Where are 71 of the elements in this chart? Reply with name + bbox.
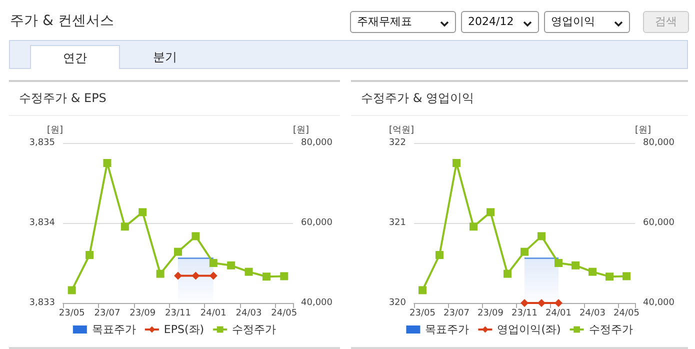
point — [486, 208, 494, 216]
point — [470, 222, 478, 231]
point — [192, 232, 200, 240]
y-tick-label: 3,835 — [29, 138, 55, 148]
y-tick-label: 3,834 — [29, 218, 56, 228]
point — [504, 270, 512, 278]
x-tick-label: 23/07 — [444, 308, 470, 318]
dropdown-field: 영업이익 — [544, 11, 630, 33]
point — [588, 268, 596, 276]
x-tick-label: 23/11 — [512, 308, 538, 318]
text: 분기 — [152, 49, 178, 66]
x-tick-label: 23/05 — [58, 308, 85, 318]
point — [103, 159, 112, 167]
point — [606, 272, 614, 281]
legend-label: 수정주가 — [232, 323, 276, 336]
dropdown-field: 주재무제표 — [350, 11, 456, 33]
y2-tick-label: 60,000 — [643, 218, 675, 228]
point — [120, 222, 129, 231]
point — [138, 208, 147, 216]
legend-label: 목표주가 — [425, 323, 470, 336]
point — [280, 272, 288, 280]
x-tick-label: 23/09 — [130, 308, 156, 318]
x-tick-label: 23/09 — [478, 308, 504, 318]
y-tick-label: 320 — [388, 298, 406, 308]
point — [554, 259, 562, 267]
point — [244, 268, 253, 276]
x-tick-label: 24/01 — [546, 308, 572, 318]
dropdown-field: 2024/12 — [461, 11, 539, 33]
text: 연간 — [30, 45, 120, 69]
y-axis-title: [원] — [46, 126, 63, 136]
chart-title: 수정주가 & 영업이익 — [351, 82, 688, 116]
point — [452, 159, 460, 167]
y-tick-label: 3,833 — [29, 298, 55, 308]
point — [68, 286, 76, 294]
chart-title: 수정주가 & EPS — [9, 82, 340, 116]
x-tick-label: 23/07 — [94, 308, 120, 318]
x-tick-label: 24/03 — [580, 308, 606, 318]
point — [622, 272, 630, 280]
x-tick-label: 24/03 — [236, 308, 262, 318]
search-button: 검색 — [643, 11, 689, 33]
y2-axis-title: [원] — [635, 126, 652, 136]
x-tick-label: 24/01 — [200, 308, 226, 318]
x-tick-label: 23/05 — [410, 308, 436, 318]
point — [86, 251, 94, 259]
y2-axis-title: [원] — [293, 126, 310, 136]
y-tick-label: 322 — [388, 138, 406, 148]
point — [156, 270, 164, 278]
point — [538, 232, 546, 240]
legend-label: 영업이익(좌) — [497, 323, 561, 336]
x-tick-label: 23/11 — [165, 308, 191, 318]
y-tick-label: 321 — [388, 218, 406, 228]
y2-tick-label: 60,000 — [301, 218, 333, 228]
y2-tick-label: 40,000 — [643, 298, 675, 308]
legend-label: 수정주가 — [588, 323, 633, 336]
point — [572, 261, 580, 270]
y-axis-title: [억원] — [388, 126, 414, 136]
point — [436, 251, 444, 259]
y2-tick-label: 80,000 — [301, 138, 333, 148]
point — [209, 259, 218, 267]
point — [227, 261, 236, 270]
point — [418, 286, 426, 294]
legend-label: 목표주가 — [92, 323, 136, 336]
point — [174, 248, 182, 256]
text: 주가 & 컨센서스 — [10, 12, 114, 30]
x-tick-label: 24/05 — [614, 308, 640, 318]
point — [262, 272, 270, 281]
y2-tick-label: 40,000 — [301, 298, 333, 308]
x-tick-label: 24/05 — [271, 308, 298, 318]
y2-tick-label: 80,000 — [643, 138, 675, 148]
point — [520, 248, 528, 256]
legend-label: EPS(좌) — [164, 323, 204, 336]
